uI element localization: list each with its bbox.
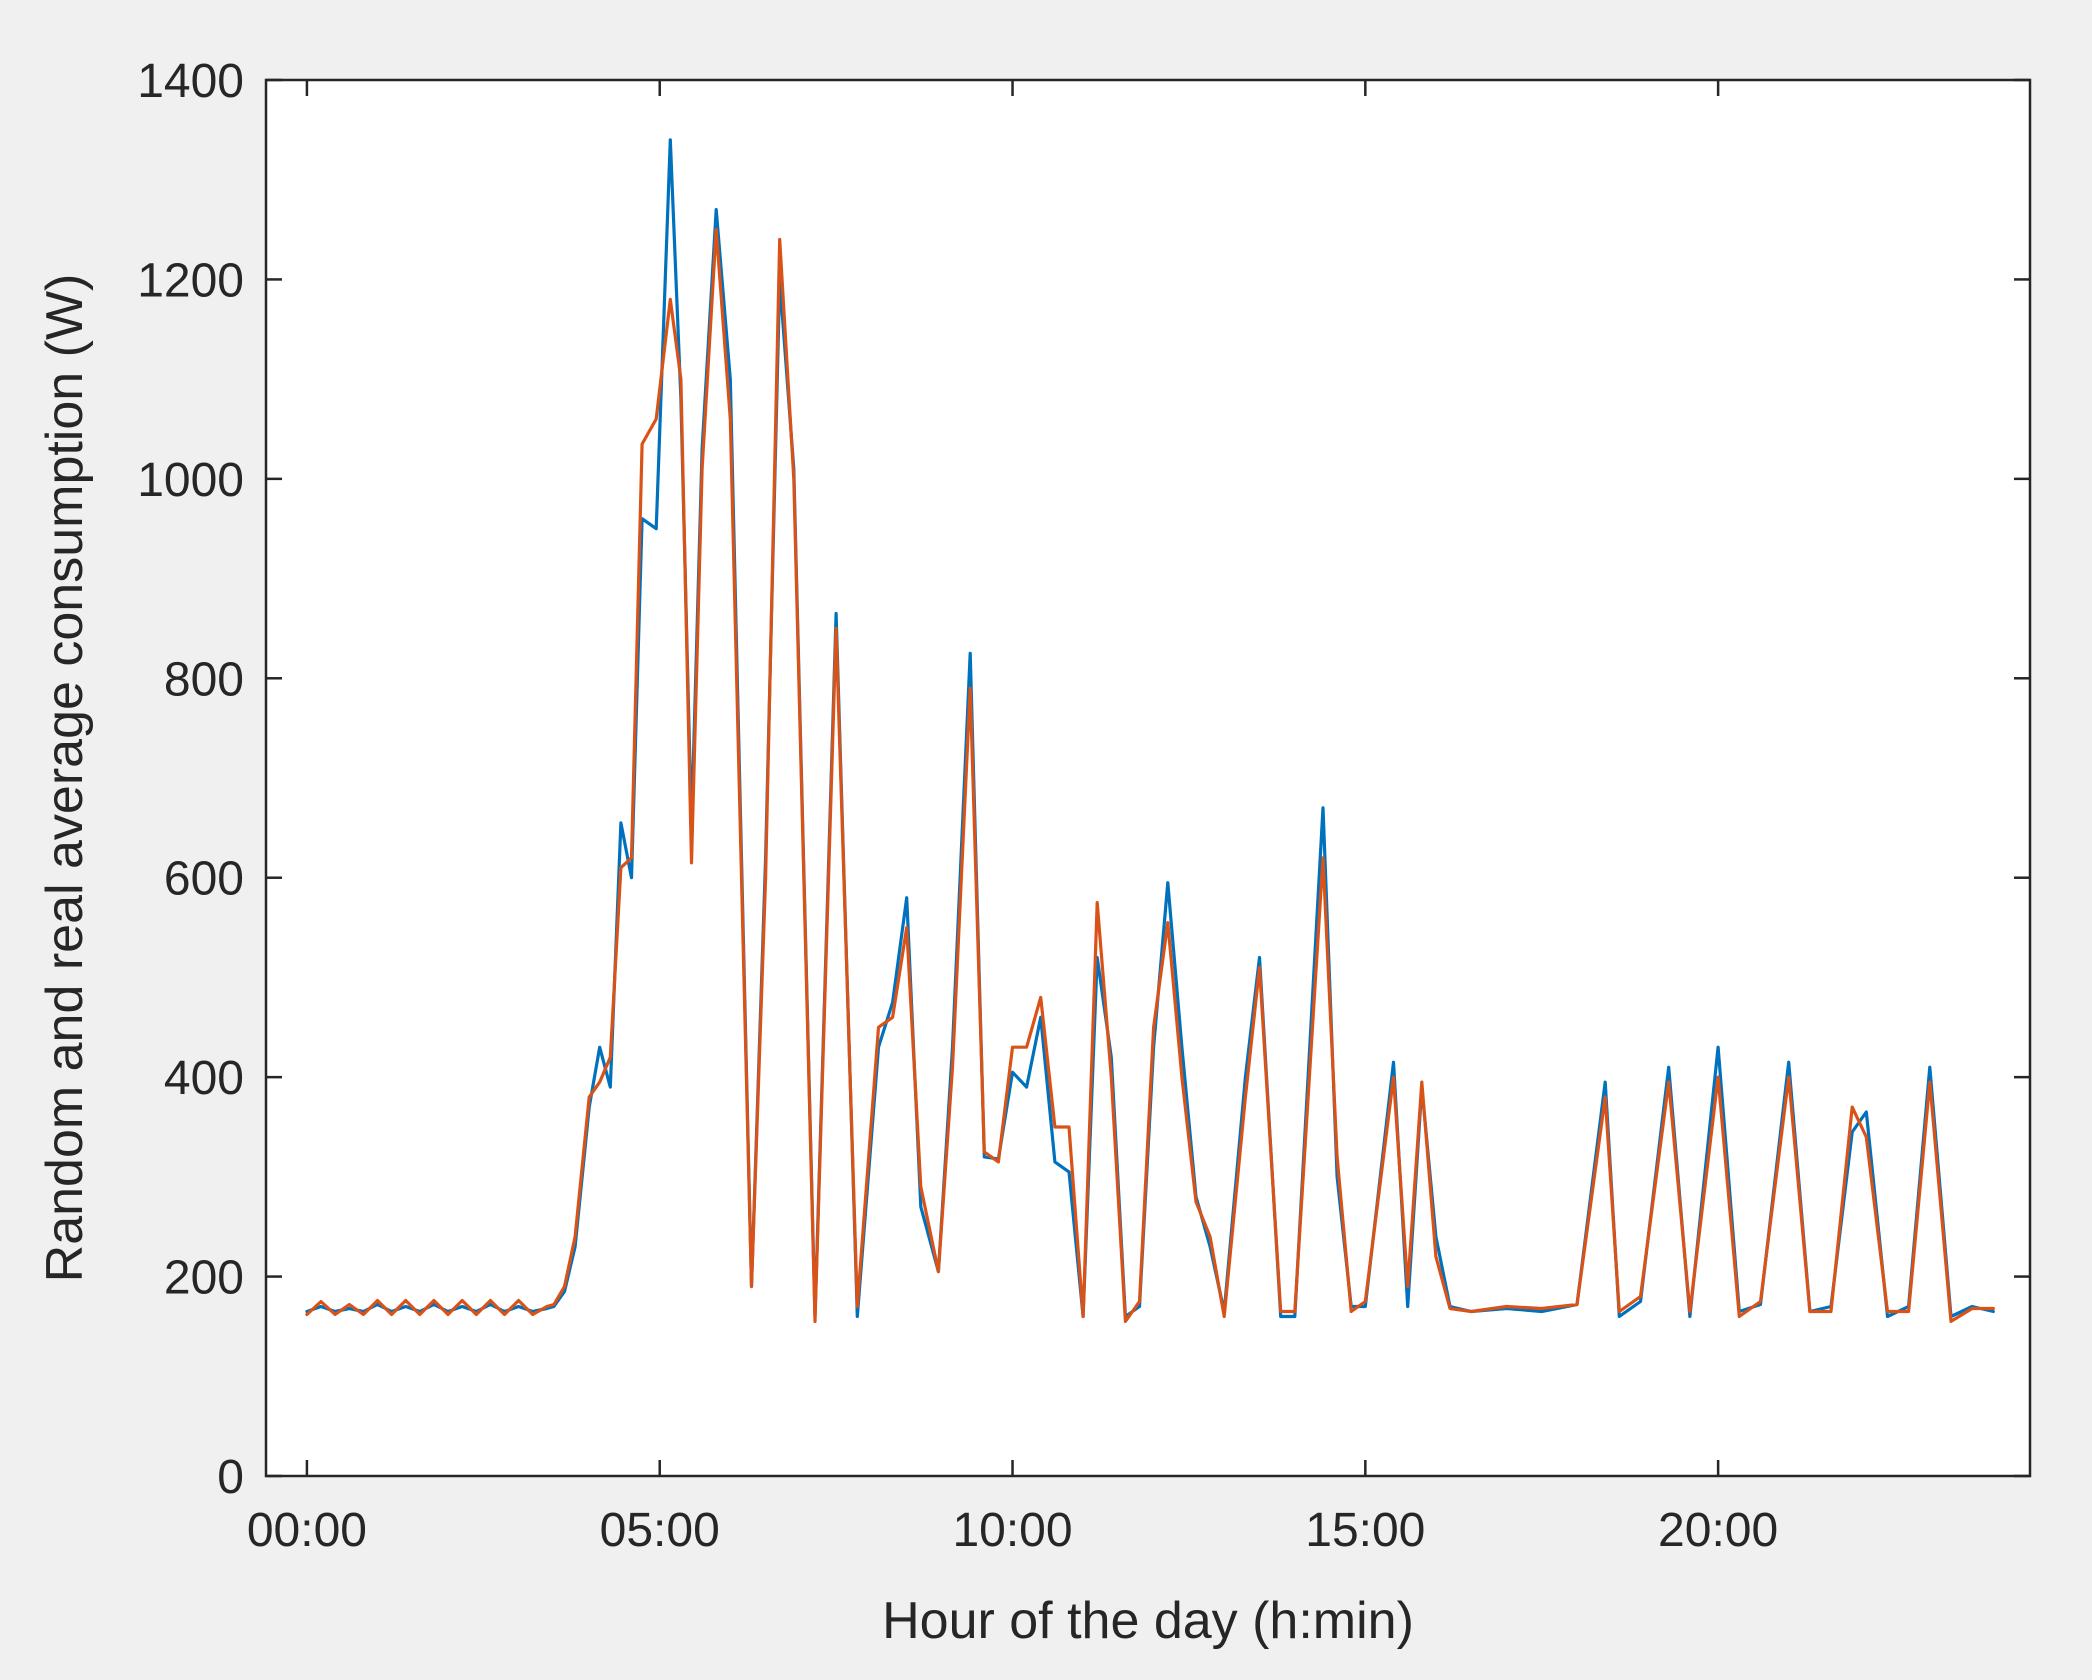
y-tick-label: 1200 xyxy=(137,254,244,307)
y-axis-label: Random and real average consumption (W) xyxy=(36,274,94,1283)
y-tick-label: 800 xyxy=(164,653,244,706)
series-layer xyxy=(305,138,1995,1323)
y-tick-label: 400 xyxy=(164,1052,244,1105)
y-tick-label: 600 xyxy=(164,853,244,906)
y-tick-label: 1000 xyxy=(137,454,244,507)
ticks-layer: 00:00 05:00 10:00 15:00 20:00 0 200 400 600 800 10… xyxy=(137,55,2030,1557)
x-tick-label: 10:00 xyxy=(952,1504,1072,1557)
x-axis-label: Hour of the day (h:min) xyxy=(882,1592,1414,1650)
plot-area xyxy=(266,80,2030,1476)
y-tick-label: 1400 xyxy=(137,55,244,108)
x-tick-label: 00:00 xyxy=(247,1504,367,1557)
x-tick-label: 20:00 xyxy=(1658,1504,1778,1557)
x-tick-label: 05:00 xyxy=(600,1504,720,1557)
series-2-line xyxy=(305,228,1995,1323)
y-tick-label: 0 xyxy=(217,1451,244,1504)
plot-frame xyxy=(264,78,2032,1478)
x-tick-label: 15:00 xyxy=(1305,1504,1425,1557)
y-tick-label: 200 xyxy=(164,1252,244,1305)
